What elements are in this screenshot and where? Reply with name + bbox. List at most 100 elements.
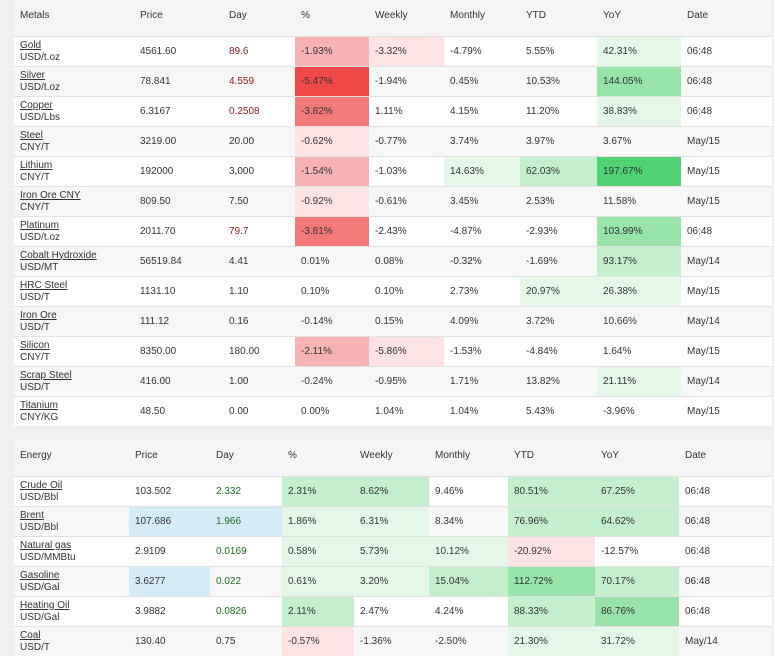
day-cell: 4.41 — [229, 256, 249, 267]
table-row: Platinum USD/t.oz 2011.70 79.7 -3.81% -2.43% -… — [14, 216, 772, 246]
commodity-link[interactable]: Iron Ore — [20, 309, 57, 321]
table-row: HRC Steel USD/T 1131.10 1.10 0.10% 0.10% 2.73%… — [14, 276, 772, 306]
monthly-cell: -2.50% — [435, 636, 467, 647]
commodity-name-cell: Silver USD/t.oz — [14, 67, 134, 96]
commodity-link[interactable]: Silver — [20, 69, 46, 81]
commodity-link[interactable]: Gasoline — [20, 569, 60, 581]
commodity-link[interactable]: Steel — [20, 129, 43, 141]
yoy-cell: 3.67% — [603, 136, 632, 147]
column-header-name: Energy — [20, 450, 52, 461]
date-cell: May/14 — [687, 376, 720, 387]
monthly-cell: 3.45% — [450, 196, 479, 207]
table-row: Silicon CNY/T 8350.00 180.00 -2.11% -5.86% -1.… — [14, 336, 772, 366]
commodity-link[interactable]: Silicon — [20, 339, 50, 351]
column-header-price: Price — [135, 450, 158, 461]
weekly-cell: -2.43% — [375, 226, 407, 237]
yoy-cell: 42.31% — [597, 37, 681, 66]
yoy-cell: 67.25% — [595, 477, 679, 506]
column-header-day: Day — [216, 450, 234, 461]
column-header-yoy: YoY — [601, 450, 619, 461]
table-row: Heating Oil USD/Gal 3.9882 0.0826 2.11% 2.47%… — [14, 596, 772, 626]
day-cell: 7.50 — [229, 196, 249, 207]
table-row: Silver USD/t.oz 78.841 4.559 -5.47% -1.94% 0.4… — [14, 66, 772, 96]
yoy-cell: -12.57% — [601, 546, 639, 557]
date-cell: May/14 — [687, 316, 720, 327]
date-cell: 06:48 — [685, 576, 711, 587]
monthly-cell: 10.12% — [429, 537, 508, 566]
date-cell: 06:48 — [687, 106, 713, 117]
day-cell: 0.75 — [216, 636, 236, 647]
day-cell: 79.7 — [229, 226, 249, 237]
yoy-cell: 93.17% — [597, 247, 681, 276]
commodity-link[interactable]: Heating Oil — [20, 599, 70, 611]
table-row: Gold USD/t.oz 4561.60 89.6 -1.93% -3.32% -4.79… — [14, 36, 772, 66]
weekly-cell: 1.04% — [375, 406, 404, 417]
yoy-cell: 21.11% — [597, 367, 681, 396]
ytd-cell: 112.72% — [508, 567, 595, 596]
metals-header-row: Metals Price Day% Weekly Monthly YTD YoY Date — [14, 0, 772, 36]
day-cell: 20.00 — [229, 136, 255, 147]
day-cell: 0.022 — [216, 576, 242, 587]
price-cell: 4561.60 — [140, 46, 177, 57]
weekly-cell: -0.77% — [375, 136, 407, 147]
yoy-cell: 64.62% — [595, 507, 679, 536]
table-row: Iron Ore CNY CNY/T 809.50 7.50 -0.92% -0.61% 3… — [14, 186, 772, 216]
ytd-cell: 5.55% — [526, 46, 555, 57]
price-cell: 3.9882 — [135, 606, 166, 617]
commodity-unit: USD/T — [20, 641, 50, 653]
commodity-link[interactable]: Titanium — [20, 399, 58, 411]
ytd-cell: 80.51% — [508, 477, 595, 506]
day-cell: 4.559 — [229, 76, 255, 87]
day-cell: 2.332 — [216, 486, 242, 497]
energy-header-row: Energy Price Day% Weekly Monthly YTD YoY Date — [14, 440, 772, 476]
commodity-unit: USD/T — [20, 321, 50, 333]
date-cell: May/15 — [687, 406, 720, 417]
date-cell: 06:48 — [685, 606, 711, 617]
table-row: Natural gas USD/MMBtu 2.9109 0.0169 0.58% 5.7… — [14, 536, 772, 566]
date-cell: 06:48 — [685, 486, 711, 497]
commodity-link[interactable]: Gold — [20, 39, 42, 51]
column-header-monthly: Monthly — [450, 10, 486, 21]
pct-cell: 1.86% — [282, 507, 354, 536]
commodity-link[interactable]: Crude Oil — [20, 479, 63, 491]
commodity-link[interactable]: HRC Steel — [20, 279, 68, 291]
table-row: Steel CNY/T 3219.00 20.00 -0.62% -0.77% 3.74% 3… — [14, 126, 772, 156]
pct-cell: -3.81% — [295, 217, 369, 246]
day-cell: 1.10 — [229, 286, 249, 297]
monthly-cell: 8.34% — [435, 516, 464, 527]
commodity-unit: USD/T — [20, 381, 50, 393]
monthly-cell: 1.71% — [450, 376, 479, 387]
pct-cell: -2.11% — [295, 337, 369, 366]
commodity-link[interactable]: Iron Ore CNY — [20, 189, 81, 201]
ytd-cell: 76.96% — [508, 507, 595, 536]
weekly-cell: 5.73% — [354, 537, 429, 566]
commodity-link[interactable]: Lithium — [20, 159, 53, 171]
energy-table: Energy Price Day% Weekly Monthly YTD YoY Date Cr… — [14, 440, 772, 656]
monthly-cell: 3.74% — [450, 136, 479, 147]
price-cell: 3.6277 — [129, 567, 210, 596]
commodity-unit: CNY/KG — [20, 411, 59, 423]
yoy-cell: 10.66% — [603, 316, 637, 327]
commodity-link[interactable]: Natural gas — [20, 539, 72, 551]
commodity-link[interactable]: Cobalt Hydroxide — [20, 249, 97, 261]
monthly-cell: 1.04% — [450, 406, 479, 417]
yoy-cell: 26.38% — [597, 277, 681, 306]
table-row: Crude Oil USD/Bbl 103.502 2.332 2.31% 8.62% 9.… — [14, 476, 772, 506]
day-cell: 1.00 — [229, 376, 249, 387]
weekly-cell: -0.61% — [375, 196, 407, 207]
price-cell: 1131.10 — [140, 286, 176, 297]
commodity-link[interactable]: Scrap Steel — [20, 369, 72, 381]
commodity-link[interactable]: Platinum — [20, 219, 59, 231]
commodity-link[interactable]: Copper — [20, 99, 53, 111]
ytd-cell: 3.97% — [526, 136, 555, 147]
ytd-cell: 21.30% — [508, 627, 595, 656]
weekly-cell: -5.86% — [369, 337, 444, 366]
commodity-name-cell: Crude Oil USD/Bbl — [14, 477, 129, 506]
commodity-link[interactable]: Coal — [20, 629, 41, 641]
day-cell: 0.0169 — [216, 546, 247, 557]
commodity-link[interactable]: Brent — [20, 509, 44, 521]
weekly-cell: -0.95% — [375, 376, 407, 387]
monthly-cell: 9.46% — [435, 486, 464, 497]
yoy-cell: 1.64% — [603, 346, 632, 357]
price-cell: 192000 — [140, 166, 174, 177]
